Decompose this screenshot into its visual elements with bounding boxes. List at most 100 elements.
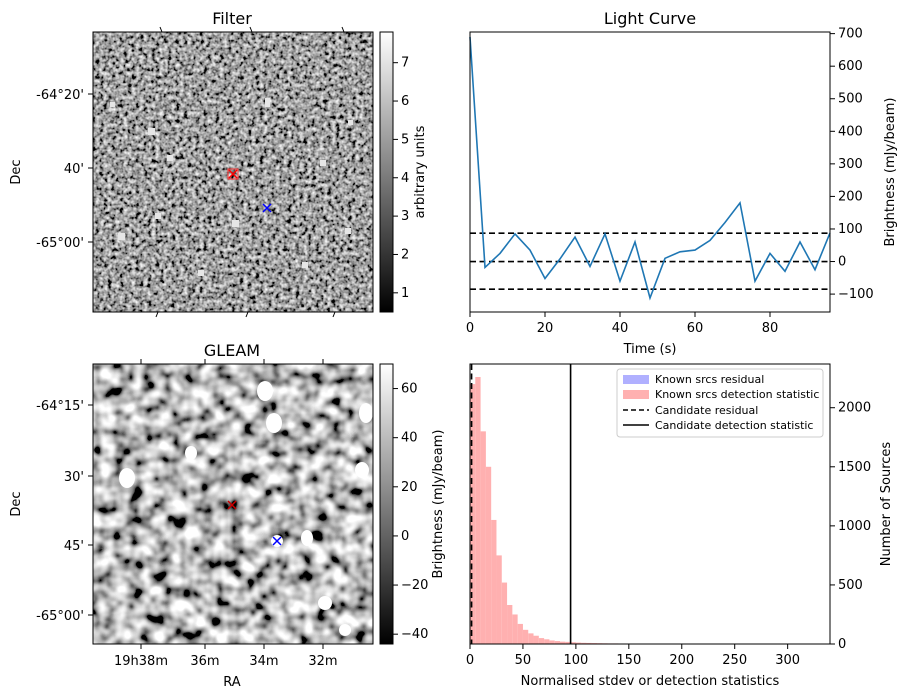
light-curve-series [469,36,831,301]
histogram-bar [475,376,481,644]
colorbar-tick-label: 20 [401,480,418,495]
colorbar-tick-label: 4 [401,171,409,186]
light-curve-frame [469,31,831,313]
histogram-bar [565,641,571,644]
colorbar-tick-label: 1 [401,286,409,301]
gleam-bright-sources [119,381,373,636]
histogram-bar [480,431,486,644]
light-curve-ylabel: Brightness (mJy/beam) [883,98,898,247]
histogram-bar [522,629,529,644]
filter-frame [92,31,374,313]
y-tick-label: −100 [838,287,874,302]
filter-image [93,32,373,312]
histogram-bar [581,642,587,644]
filter-dec-axis [88,26,345,318]
histogram-bar [528,633,534,644]
x-tick-label: 50 [515,653,532,668]
legend-label: Candidate residual [655,404,758,417]
histogram-bar [491,519,497,644]
colorbar-tick-label: 2 [401,247,409,262]
y-tick-label: 0 [838,637,846,652]
x-tick-label: 0 [466,653,474,668]
legend-label: Known srcs detection statistic [655,388,819,401]
histogram-bar [496,555,502,644]
light-curve-plot: 0 20 40 60 80 −100 0 100 200 300 400 500 600 700 [466,27,874,336]
filter-panel: Filter -64°20' 40' -65°00' Dec [9,9,428,318]
histogram-bar [533,635,539,644]
x-tick-label: 300 [775,653,800,668]
legend-box [616,368,824,438]
colorbar-tick-label: 0 [401,529,409,544]
gleam-dec-tick: 30' [64,470,84,485]
filter-ylabel: Dec [9,159,24,184]
light-curve-xlabel: Time (s) [623,342,677,357]
gleam-dec-tick: 45' [64,539,84,554]
legend-label: Known srcs residual [655,373,764,386]
light-curve-title: Light Curve [604,9,696,28]
filter-known-source-marker [262,203,272,213]
y-tick-label: 500 [838,578,863,593]
x-tick-label: 60 [687,321,704,336]
histogram-bar [570,642,576,644]
gleam-colorbar-ticks: 60 40 20 0 −20 −40 [393,382,428,642]
histogram-bar [507,605,513,644]
gleam-ra-tick: 34m [249,654,278,669]
gleam-colorbar [379,363,394,645]
filter-colorbar-label: arbitrary units [413,125,428,218]
gleam-ra-tick: 19h38m [114,654,168,669]
gleam-xlabel: RA [223,675,241,690]
x-tick-label: 0 [466,321,474,336]
filter-bright-spots [110,98,353,276]
legend-swatch-known-detection [623,390,649,399]
colorbar-tick-label: 7 [401,56,409,71]
gleam-dec-tick: -65°00' [36,609,84,624]
y-tick-label: 2000 [838,401,871,416]
histogram-bar [554,641,560,644]
filter-title: Filter [212,9,252,28]
x-tick-label: 20 [537,321,554,336]
filter-colorbar-ticks: 1 2 3 4 5 6 7 [393,56,409,301]
histogram-bar [538,638,545,644]
histogram-bar [560,641,566,644]
histogram-bar [575,642,582,644]
gleam-panel: GLEAM -64°15' 30' 45' -65°00' 19h38m 36m… [9,341,446,690]
histogram-bar [485,466,492,644]
x-tick-label: 250 [722,653,747,668]
y-tick-label: 500 [838,92,863,107]
histogram-bar [512,614,518,644]
colorbar-tick-label: 5 [401,132,409,147]
gleam-frame [92,363,374,645]
colorbar-tick-label: 60 [401,382,418,397]
histogram-xlabel: Normalised stdev or detection statistics [521,674,780,689]
histogram-plot: 0 50 100 150 200 250 300 0 500 1000 1500 2000 [466,364,871,668]
filter-dec-tick: -65°00' [36,236,84,251]
y-tick-label: 400 [838,124,863,139]
filter-candidate-marker [227,168,239,180]
colorbar-tick-label: −20 [401,578,428,593]
filter-colorbar [379,31,394,313]
filter-dec-tick: 40' [64,162,84,177]
y-tick-label: 0 [838,255,846,270]
x-tick-label: 200 [669,653,694,668]
colorbar-tick-label: 6 [401,94,409,109]
x-tick-label: 40 [612,321,629,336]
gleam-title: GLEAM [204,341,260,360]
filter-dec-tick: -64°20' [36,88,84,103]
y-tick-label: 100 [838,222,863,237]
gleam-colorbar-label: Brightness (mJy/beam) [431,430,446,579]
colorbar-tick-label: 40 [401,431,418,446]
y-tick-label: 1500 [838,460,871,475]
x-tick-label: 150 [616,653,641,668]
histogram-legend: Known srcs residual Known srcs detection… [616,368,824,438]
gleam-known-source-marker [271,535,283,547]
histogram-bar [470,384,476,644]
histogram-bar [586,642,592,644]
gleam-ra-tick: 32m [308,654,337,669]
y-tick-label: 200 [838,189,863,204]
x-tick-label: 100 [563,653,588,668]
histogram-chart: 0 50 100 150 200 250 300 0 500 1000 1500 2000 Norma… [466,363,894,689]
gleam-candidate-marker [227,500,237,510]
gleam-ra-tick: 36m [190,654,219,669]
y-tick-label: 600 [838,59,863,74]
